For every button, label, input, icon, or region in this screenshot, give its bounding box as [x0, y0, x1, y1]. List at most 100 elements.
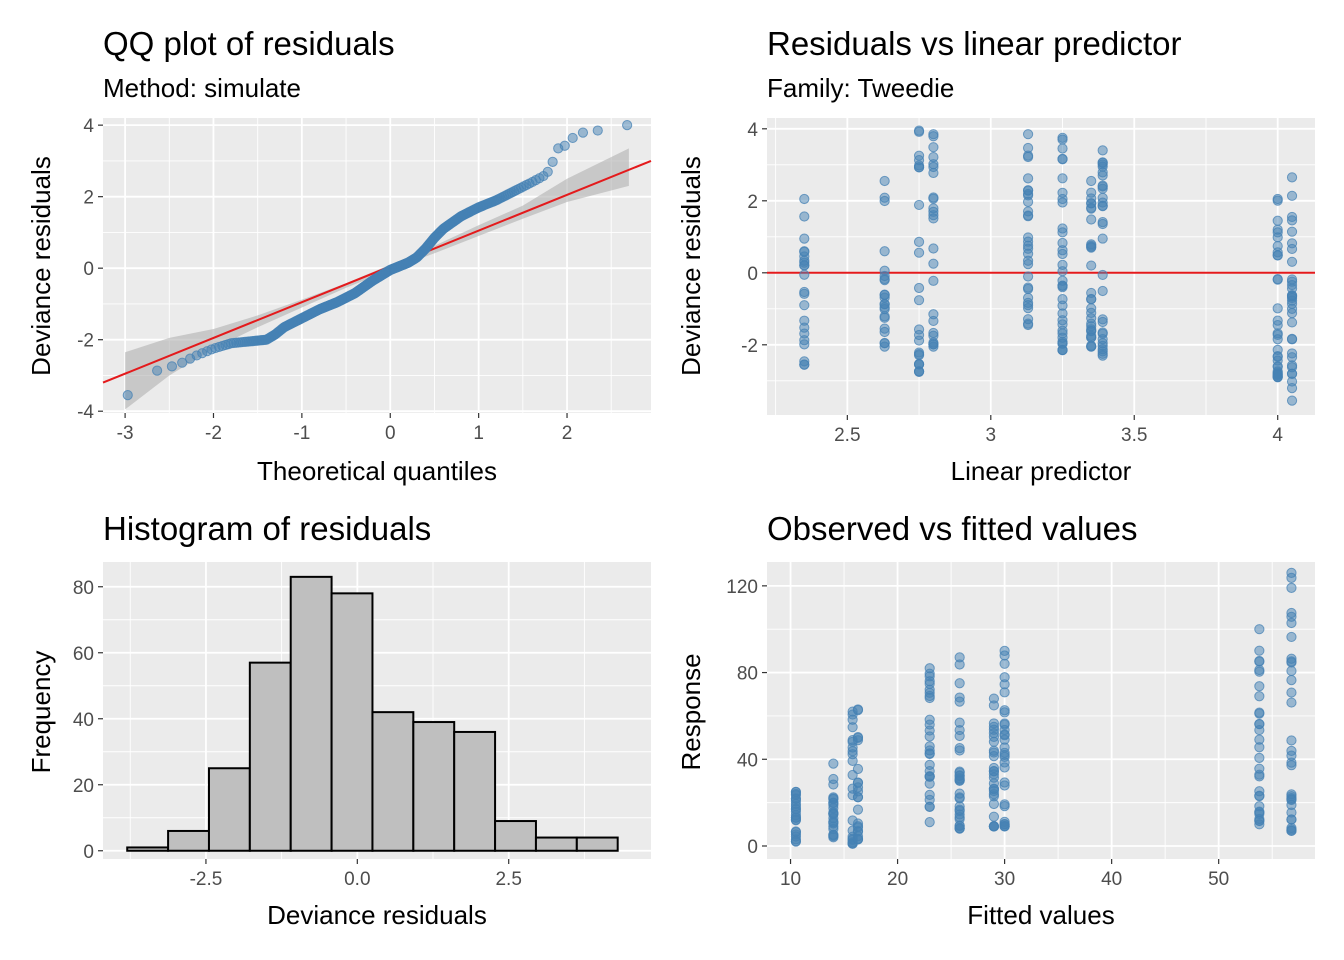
hist-x-tick-label: -2.5: [190, 869, 223, 890]
ovf-point: [852, 792, 864, 803]
ovf-point: [1286, 665, 1297, 677]
residuals-vs-predictor-title: Residuals vs linear predictor: [767, 25, 1182, 62]
residuals-vs-predictor-axes: 2.5 3 3.5 4 -2 0 2 4: [741, 120, 1283, 446]
rvp-point: [1272, 195, 1283, 206]
hist-y-tick-label: 80: [73, 578, 94, 599]
rvp-point: [1286, 274, 1298, 285]
ovf-point: [999, 751, 1010, 763]
qq-plot-area: [103, 118, 651, 413]
histogram-bar: [126, 846, 170, 852]
ovf-point: [828, 799, 839, 811]
rvp-point: [879, 175, 890, 187]
rvp-point: [1022, 258, 1034, 270]
ovf-point: [988, 731, 1000, 742]
ovf-point: [999, 650, 1010, 661]
ovf-point: [924, 765, 935, 777]
ovf-point: [790, 812, 801, 823]
rvp-point: [879, 246, 890, 257]
histogram-axes: -2.5 0.0 2.5 0 20 40 60 80: [73, 578, 522, 890]
ovf-point: [999, 819, 1010, 830]
qq-points: [122, 120, 633, 401]
ovf-point: [1254, 734, 1265, 745]
rvp-point: [913, 126, 925, 137]
rvp-point: [1097, 285, 1108, 297]
ovf-point: [1286, 735, 1297, 746]
rvp-point: [1286, 317, 1298, 328]
rvp-point: [1097, 348, 1108, 359]
rvp-point: [1057, 294, 1068, 305]
ovf-point: [954, 717, 965, 728]
qq-x-tick-label: -1: [293, 423, 310, 444]
histogram-bar: [453, 730, 497, 852]
qq-point: [547, 156, 558, 167]
rvp-point: [1272, 240, 1283, 252]
rvp-point: [1022, 151, 1034, 163]
ovf-point: [1286, 760, 1297, 771]
rvp-point: [1286, 368, 1298, 379]
residuals-vs-predictor-y-label: Deviance residuals: [676, 156, 706, 376]
rvp-point: [1097, 145, 1108, 156]
rvp-point: [1286, 256, 1298, 267]
hist-y-tick-label: 0: [83, 842, 94, 863]
rvp-point: [1286, 211, 1298, 223]
rvp-point: [913, 329, 925, 341]
qq-y-tick-label: 2: [83, 188, 94, 209]
ovf-point: [1254, 769, 1265, 780]
ovf-point: [924, 731, 935, 742]
rvp-point: [1086, 260, 1097, 271]
ovf-point: [1254, 681, 1265, 692]
rvp-point: [799, 211, 810, 222]
qq-point: [592, 125, 603, 136]
rvp-point: [799, 246, 810, 257]
qq-plot-title: QQ plot of residuals: [103, 25, 395, 62]
ovf-point: [924, 745, 935, 756]
rvp-point: [1022, 206, 1034, 217]
rvp-point: [1022, 314, 1034, 325]
rvp-point: [799, 193, 810, 205]
observed-vs-fitted-axes: 10 20 30 40 50 0 40 80 120: [726, 577, 1229, 890]
rvp-point: [879, 192, 890, 203]
histogram-y-label: Frequency: [26, 651, 56, 774]
rvp-point: [1286, 172, 1298, 183]
ovf-y-tick-label: 80: [737, 664, 758, 685]
ovf-point: [1286, 675, 1297, 686]
qq-point: [559, 140, 570, 151]
qq-point: [122, 390, 133, 401]
histogram-bar: [330, 592, 374, 852]
rvp-point: [879, 289, 890, 300]
rvp-x-tick-label: 3: [986, 425, 997, 446]
qq-plot-axes: -3 -2 -1 0 1 2 -4 -2 0 2 4: [77, 116, 572, 444]
rvp-point: [799, 315, 810, 326]
observed-vs-fitted-panel: Observed vs fitted values 10 20 30 40 50 0 40 8…: [676, 510, 1315, 930]
ovf-point: [999, 780, 1010, 791]
ovf-point: [1286, 572, 1297, 583]
histogram-bar: [412, 721, 456, 852]
rvp-y-tick-label: 4: [747, 120, 758, 141]
histogram-bar: [575, 836, 619, 852]
rvp-point: [1097, 314, 1108, 325]
rvp-point: [799, 335, 810, 346]
rvp-point: [879, 338, 890, 349]
ovf-x-tick-label: 10: [780, 869, 801, 890]
qq-y-tick-label: 4: [83, 116, 94, 137]
rvp-point: [928, 258, 939, 269]
ovf-point: [852, 732, 864, 743]
ovf-point: [988, 772, 1000, 783]
ovf-point: [999, 658, 1010, 669]
ovf-point: [924, 817, 935, 828]
histogram-bars: [126, 575, 619, 852]
rvp-y-tick-label: 0: [747, 264, 758, 285]
rvp-point: [1097, 327, 1108, 338]
rvp-point: [1097, 269, 1108, 281]
rvp-point: [928, 327, 939, 339]
rvp-point: [879, 270, 890, 282]
rvp-point: [1272, 355, 1283, 366]
rvp-point: [799, 286, 810, 298]
rvp-point: [1022, 129, 1034, 140]
ovf-point: [1286, 822, 1297, 834]
rvp-point: [1086, 307, 1097, 318]
qq-y-tick-label: 0: [83, 259, 94, 280]
rvp-point: [913, 247, 925, 258]
ovf-point: [1286, 631, 1297, 643]
ovf-point: [1254, 624, 1265, 635]
